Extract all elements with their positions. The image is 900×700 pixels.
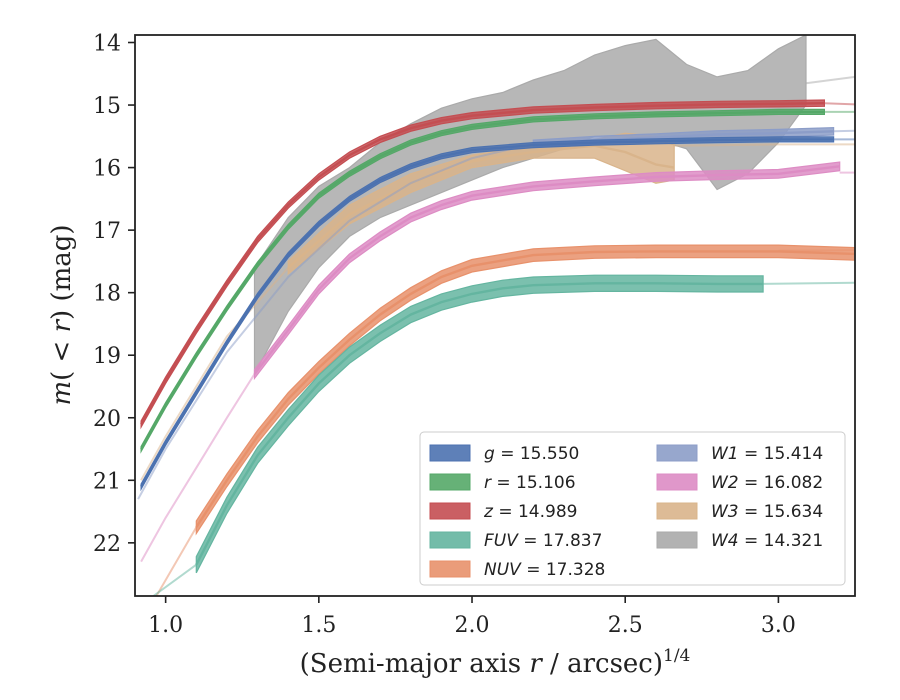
series-fuv [152, 274, 855, 596]
x-tick-label: 1.0 [148, 613, 183, 638]
series-fuv-model-end [763, 281, 855, 285]
legend-entry-w3: W3 = 15.634 [656, 502, 823, 522]
series-nuv-line [195, 250, 855, 528]
series-nuv-band [195, 244, 855, 536]
x-axis-title: (Semi-major axis r / arcsec)1/4 [300, 646, 691, 679]
legend-swatch-w4 [656, 531, 698, 549]
series-w3 [140, 132, 855, 481]
series-layer [137, 35, 855, 596]
series-z-model-end [824, 102, 855, 106]
y-tick-label: 16 [93, 157, 121, 182]
legend-entry-fuv: FUV = 17.837 [429, 531, 602, 551]
y-tick-label: 17 [93, 219, 121, 244]
series-z-line [140, 102, 825, 425]
legend-entry-w1: W1 = 15.414 [656, 444, 823, 464]
y-tick-label: 21 [93, 469, 121, 494]
x-tick-label: 3.0 [761, 613, 796, 638]
legend-swatch-g [429, 444, 471, 462]
x-tick-label: 2.0 [455, 613, 490, 638]
series-w3-model-start [140, 267, 289, 481]
legend-swatch-z [429, 502, 471, 520]
legend-label-g: g = 15.550 [484, 444, 579, 464]
y-tick-label: 20 [93, 407, 121, 432]
series-g-band [140, 136, 835, 492]
legend-label-w1: W1 = 15.414 [711, 444, 823, 464]
series-nuv [155, 244, 855, 596]
legend-frame [419, 431, 846, 586]
series-r-line [140, 110, 825, 450]
series-w2-line [253, 165, 840, 375]
series-nuv-model-start [155, 526, 198, 596]
legend-swatch-fuv [429, 531, 471, 549]
legend-swatch-r [429, 473, 471, 491]
series-w2 [140, 161, 855, 563]
series-fuv-band [195, 274, 764, 574]
legend-entry-z: z = 14.989 [429, 502, 577, 522]
legend-label-w3: W3 = 15.634 [711, 502, 823, 522]
series-g-line [140, 138, 834, 488]
y-axis-title: m( < r) (mag) [47, 224, 77, 405]
legend-swatch-w3 [656, 502, 698, 520]
legend-label-z: z = 14.989 [483, 502, 577, 522]
series-z [140, 99, 855, 430]
legend-label-nuv: NUV = 17.328 [484, 560, 605, 580]
series-w1-model-end [833, 129, 855, 133]
series-w3-model-end [674, 143, 855, 147]
legend-entry-w2: W2 = 16.082 [656, 473, 823, 493]
legend-entry-w4: W4 = 14.321 [656, 531, 823, 551]
series-r-band [140, 108, 825, 454]
legend-entry-r: r = 15.106 [429, 473, 576, 493]
ticks-layer: 1.0 1.5 2.0 2.5 3.0 14 15 16 17 18 19 20 21 22 [93, 32, 796, 638]
legend-label-fuv: FUV = 17.837 [484, 531, 602, 551]
series-w2-band [253, 161, 841, 381]
legend-label-r: r = 15.106 [484, 473, 576, 493]
plot-frame [134, 34, 856, 597]
legend-swatch-w1 [656, 444, 698, 462]
legend: g = 15.550 r = 15.106 z = 14.989 FUV = 17.8… [419, 431, 846, 586]
legend-label-w4: W4 = 14.321 [711, 531, 823, 551]
legend-label-w2: W2 = 16.082 [711, 473, 823, 493]
series-w1-model-start [137, 142, 534, 500]
y-tick-label: 14 [93, 32, 121, 57]
x-tick-label: 2.5 [608, 613, 643, 638]
series-fuv-model-start [152, 563, 197, 596]
y-tick-label: 19 [93, 344, 121, 369]
legend-swatch-w2 [656, 473, 698, 491]
y-tick-label: 18 [93, 282, 121, 307]
x-tick-label: 1.5 [301, 613, 336, 638]
series-g [140, 136, 855, 492]
series-w2-model-start [140, 373, 256, 563]
legend-entry-g: g = 15.550 [429, 444, 579, 464]
legend-swatch-nuv [429, 560, 471, 578]
y-tick-label: 15 [93, 94, 121, 119]
series-r [140, 108, 855, 454]
series-w4-model-end [805, 75, 855, 85]
legend-entry-nuv: NUV = 17.328 [429, 560, 605, 580]
series-w4-band [253, 35, 807, 375]
series-w3-line [287, 144, 675, 269]
series-fuv-line [195, 282, 764, 566]
y-tick-label: 22 [93, 532, 121, 557]
